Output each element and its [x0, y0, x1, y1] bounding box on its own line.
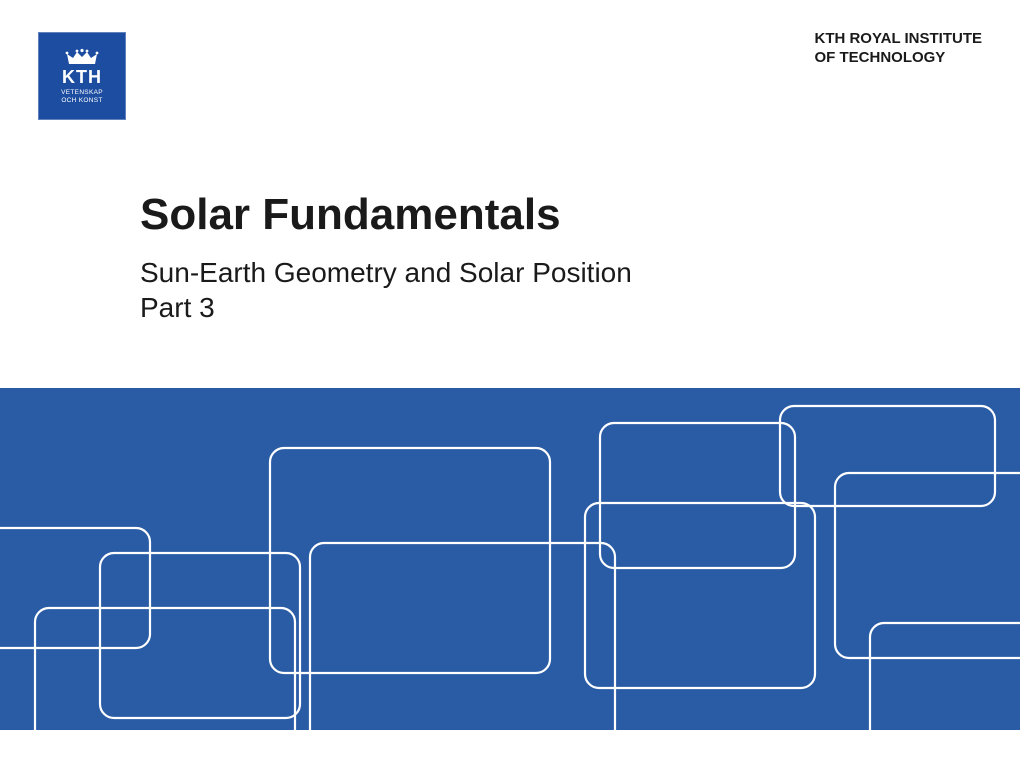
institution-name: KTH ROYAL INSTITUTE OF TECHNOLOGY	[814, 30, 982, 68]
kth-logo-inner: KTH VETENSKAP OCH KONST	[39, 33, 125, 119]
institution-line1: KTH ROYAL INSTITUTE	[814, 30, 982, 49]
band-rect	[585, 503, 815, 688]
slide-subtitle: Sun-Earth Geometry and Solar Position Pa…	[140, 255, 632, 325]
band-rect	[0, 528, 150, 648]
subtitle-line2: Part 3	[140, 290, 632, 325]
slide-title: Solar Fundamentals	[140, 190, 561, 240]
slide: KTH VETENSKAP OCH KONST KTH ROYAL INSTIT…	[0, 0, 1020, 765]
logo-text-sub: VETENSKAP OCH KONST	[61, 89, 103, 103]
band-rect	[35, 608, 295, 730]
band-rect	[270, 448, 550, 673]
institution-line2: OF TECHNOLOGY	[814, 49, 982, 68]
crown-icon	[65, 48, 99, 66]
band-rect	[870, 623, 1020, 730]
decorative-band	[0, 388, 1020, 730]
band-rect	[780, 406, 995, 506]
kth-logo: KTH VETENSKAP OCH KONST	[38, 32, 126, 120]
subtitle-line1: Sun-Earth Geometry and Solar Position	[140, 255, 632, 290]
band-rect	[310, 543, 615, 730]
band-rect	[600, 423, 795, 568]
logo-text-main: KTH	[62, 68, 102, 86]
